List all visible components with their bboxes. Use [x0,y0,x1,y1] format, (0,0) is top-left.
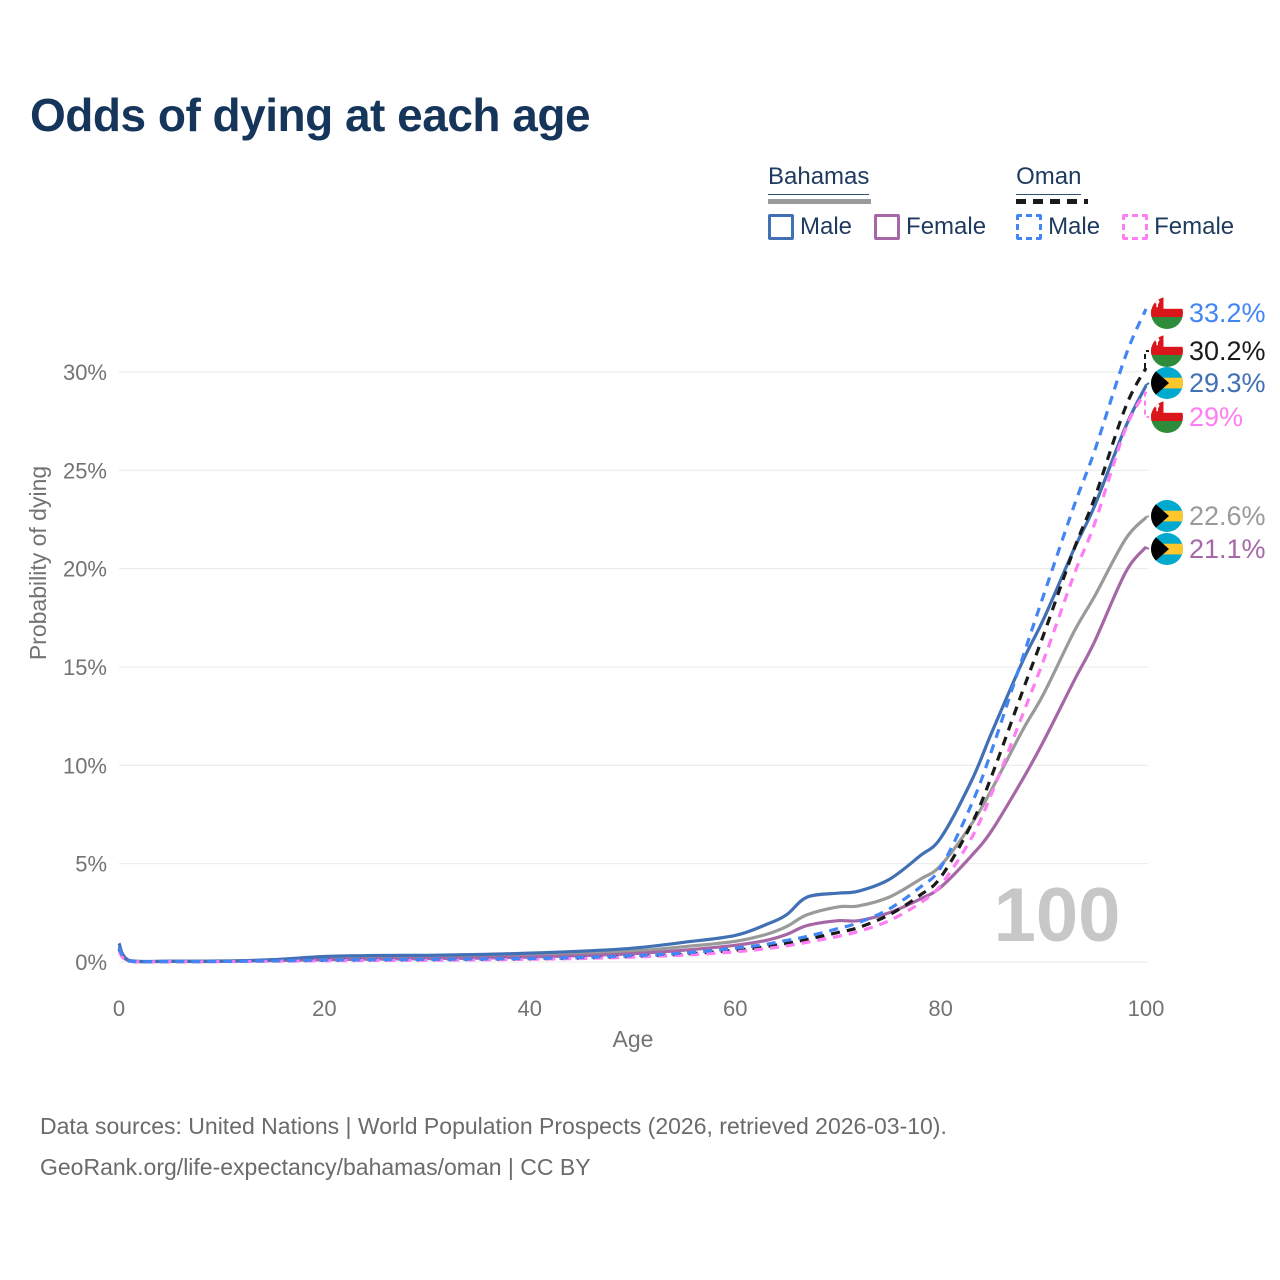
label-connector-bahamas_total [1144,515,1150,519]
y-tick-label: 0% [75,950,107,975]
flag-bahamas-icon [1151,533,1183,565]
bahamas-male-swatch-icon [768,214,794,240]
label-connector-bahamas_male [1144,382,1150,387]
flag-bahamas-icon [1151,367,1183,399]
x-tick-label: 80 [928,996,952,1021]
chart-legend: Bahamas Male Female Oman Male [768,163,1234,241]
legend-item-bahamas-female[interactable]: Female [874,213,986,241]
end-label-bahamas_total: 22.6% [1189,501,1266,531]
legend-group-bahamas: Bahamas Male Female [768,163,986,241]
series-line-oman_male[interactable] [117,308,1148,964]
series-line-oman_total[interactable] [117,367,1148,964]
legend-label-oman-female: Female [1154,213,1235,240]
x-tick-label: 40 [518,996,542,1021]
legend-item-bahamas-male[interactable]: Male [768,213,852,241]
chart-footer: Data sources: United Nations | World Pop… [40,1106,947,1189]
series-line-oman_female[interactable] [117,390,1148,964]
legend-country-oman[interactable]: Oman [1016,163,1082,195]
y-tick-label: 10% [63,753,107,778]
attribution-note: GeoRank.org/life-expectancy/bahamas/oman… [40,1154,591,1181]
flag-oman-icon [1151,401,1183,433]
label-connector-bahamas_female [1144,546,1150,550]
legend-item-oman-female[interactable]: Female [1122,213,1234,241]
page-title: Odds of dying at each age [30,89,591,141]
flag-oman-icon [1151,335,1183,367]
bahamas-line-sample [768,199,871,204]
label-connector-oman_male [1144,309,1149,314]
end-label-bahamas_male: 29.3% [1189,368,1266,398]
x-tick-label: 60 [723,996,747,1021]
y-tick-label: 15% [63,655,107,680]
series-line-bahamas_total[interactable] [117,516,1148,964]
x-tick-label: 100 [1128,996,1165,1021]
legend-label-bahamas-male: Male [800,213,853,240]
end-label-bahamas_female: 21.1% [1189,534,1266,564]
y-axis-title: Probability of dying [25,466,51,660]
y-tick-label: 20% [63,557,107,582]
legend-item-oman-male[interactable]: Male [1016,213,1100,241]
legend-group-oman: Oman Male Female [1016,163,1234,241]
label-connector-oman_female [1144,391,1149,418]
series-line-bahamas_male[interactable] [117,384,1148,964]
flag-bahamas-icon [1151,500,1183,532]
legend-label-bahamas-female: Female [906,213,987,240]
oman-female-swatch-icon [1122,214,1149,240]
end-label-oman_total: 30.2% [1189,336,1266,366]
bahamas-female-swatch-icon [874,214,901,240]
label-connector-oman_total [1144,350,1149,368]
flag-oman-icon [1151,297,1183,329]
x-axis-title: Age [613,1026,654,1052]
end-label-oman_male: 33.2% [1189,298,1266,328]
data-sources-note: Data sources: United Nations | World Pop… [40,1113,947,1139]
legend-row-bahamas: Male Female [768,213,986,241]
legend-row-oman: Male Female [1016,213,1234,241]
end-label-oman_female: 29% [1189,402,1243,432]
oman-line-sample [1016,199,1089,204]
series-line-bahamas_female[interactable] [117,545,1148,964]
x-tick-label: 20 [312,996,336,1021]
legend-label-oman-male: Male [1048,213,1101,240]
y-tick-label: 25% [63,458,107,483]
age-watermark: 100 [994,873,1121,958]
y-tick-label: 5% [75,852,107,877]
legend-country-bahamas[interactable]: Bahamas [768,163,870,195]
oman-male-swatch-icon [1016,214,1043,240]
y-tick-label: 30% [63,360,107,385]
x-tick-label: 0 [113,996,125,1021]
